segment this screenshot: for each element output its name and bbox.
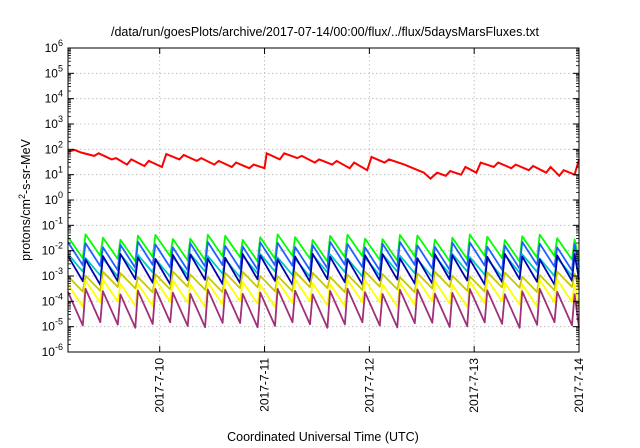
x-tick-label: 2017-7-10 bbox=[153, 358, 167, 413]
y-tick-exponent: -4 bbox=[55, 291, 63, 301]
y-axis-title-superscript: 2 bbox=[17, 194, 27, 199]
y-tick-exponent: -6 bbox=[55, 342, 63, 352]
y-tick-base: 10 bbox=[45, 41, 59, 55]
series-line-2 bbox=[67, 240, 580, 272]
y-tick-base: 10 bbox=[45, 142, 59, 156]
y-tick-exponent: 3 bbox=[58, 114, 63, 124]
y-tick-exponent: 6 bbox=[58, 38, 63, 48]
series-group bbox=[67, 148, 580, 329]
y-tick-label: 10-3 bbox=[42, 266, 63, 283]
y-tick-exponent: -3 bbox=[55, 266, 63, 276]
y-tick-label: 10-4 bbox=[42, 291, 63, 308]
y-tick-label: 106 bbox=[45, 38, 63, 55]
y-tick-label: 10-5 bbox=[42, 317, 63, 334]
y-tick-exponent: -5 bbox=[55, 317, 63, 327]
series-line-red bbox=[67, 148, 580, 180]
axes: 10-610-510-410-310-210-11001011021031041… bbox=[42, 38, 586, 413]
y-tick-base: 10 bbox=[45, 168, 59, 182]
y-tick-base: 10 bbox=[42, 320, 56, 334]
series-line-5 bbox=[67, 270, 580, 294]
x-tick-label: 2017-7-11 bbox=[258, 358, 272, 412]
y-tick-exponent: 2 bbox=[58, 139, 63, 149]
series-line-4 bbox=[67, 252, 580, 286]
y-tick-exponent: 1 bbox=[58, 165, 63, 175]
x-tick-label: 2017-7-14 bbox=[572, 358, 586, 413]
y-tick-base: 10 bbox=[45, 92, 59, 106]
y-tick-base: 10 bbox=[42, 269, 56, 283]
y-tick-exponent: 4 bbox=[58, 89, 63, 99]
y-tick-label: 100 bbox=[45, 190, 63, 207]
y-axis-title-units: -s-sr-MeV bbox=[19, 138, 33, 194]
x-tick-label: 2017-7-13 bbox=[467, 358, 481, 413]
chart-title: /data/run/goesPlots/archive/2017-07-14/0… bbox=[111, 25, 540, 39]
y-tick-base: 10 bbox=[45, 193, 59, 207]
y-tick-exponent: -1 bbox=[55, 215, 63, 225]
x-axis-title: Coordinated Universal Time (UTC) bbox=[227, 430, 419, 444]
y-tick-base: 10 bbox=[45, 66, 59, 80]
series-line-7 bbox=[67, 287, 580, 329]
y-tick-base: 10 bbox=[42, 294, 56, 308]
y-tick-exponent: 0 bbox=[58, 190, 63, 200]
series-line-6 bbox=[67, 278, 580, 308]
y-tick-label: 104 bbox=[45, 89, 63, 106]
y-tick-label: 103 bbox=[45, 114, 63, 131]
y-tick-exponent: -2 bbox=[55, 241, 63, 251]
y-tick-base: 10 bbox=[42, 218, 56, 232]
y-tick-base: 10 bbox=[45, 117, 59, 131]
y-tick-label: 105 bbox=[45, 63, 63, 80]
y-tick-base: 10 bbox=[42, 244, 56, 258]
y-tick-label: 10-1 bbox=[42, 215, 63, 232]
y-tick-exponent: 5 bbox=[58, 63, 63, 73]
y-axis-title-main: protons/cm bbox=[19, 199, 33, 261]
y-axis-title: protons/cm2-s-sr-MeV bbox=[17, 138, 33, 260]
y-tick-base: 10 bbox=[42, 345, 56, 359]
y-tick-label: 10-6 bbox=[42, 342, 63, 359]
y-tick-label: 101 bbox=[45, 165, 63, 182]
x-tick-label: 2017-7-12 bbox=[362, 358, 376, 413]
y-tick-label: 102 bbox=[45, 139, 63, 156]
y-tick-label: 10-2 bbox=[42, 241, 63, 258]
